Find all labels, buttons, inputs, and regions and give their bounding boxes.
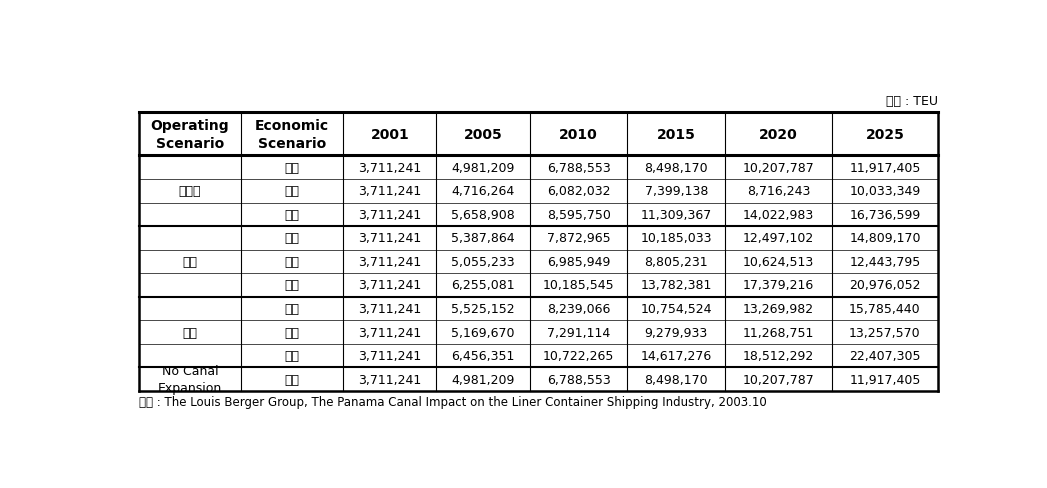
Text: 4,716,264: 4,716,264: [451, 185, 515, 198]
Text: 단위 : TEU: 단위 : TEU: [886, 95, 938, 107]
Text: 14,022,983: 14,022,983: [742, 208, 814, 222]
Text: 11,309,367: 11,309,367: [641, 208, 712, 222]
Text: 14,617,276: 14,617,276: [641, 349, 712, 363]
Text: 2001: 2001: [371, 127, 409, 142]
Text: 14,809,170: 14,809,170: [849, 232, 920, 245]
Text: 13,257,570: 13,257,570: [849, 326, 920, 339]
Text: 7,291,114: 7,291,114: [547, 326, 610, 339]
Text: 비관적: 비관적: [179, 185, 201, 198]
Text: 10,722,265: 10,722,265: [543, 349, 615, 363]
Text: 8,805,231: 8,805,231: [645, 255, 708, 268]
Text: 7,872,965: 7,872,965: [547, 232, 610, 245]
Text: 12,497,102: 12,497,102: [742, 232, 814, 245]
Text: 3,711,241: 3,711,241: [358, 185, 422, 198]
Text: 3,711,241: 3,711,241: [358, 232, 422, 245]
Text: 5,658,908: 5,658,908: [451, 208, 515, 222]
Text: 3,711,241: 3,711,241: [358, 373, 422, 386]
Text: 3,711,241: 3,711,241: [358, 349, 422, 363]
Text: 비관: 비관: [285, 326, 299, 339]
Text: 5,169,670: 5,169,670: [451, 326, 515, 339]
Text: 2015: 2015: [656, 127, 695, 142]
Text: 중간: 중간: [285, 303, 299, 315]
Text: 중간: 중간: [285, 162, 299, 174]
Text: 16,736,599: 16,736,599: [849, 208, 920, 222]
Text: 18,512,292: 18,512,292: [742, 349, 814, 363]
Text: 6,985,949: 6,985,949: [547, 255, 610, 268]
Text: 낙관: 낙관: [285, 279, 299, 292]
Text: 낙관: 낙관: [285, 349, 299, 363]
Text: 10,754,524: 10,754,524: [641, 303, 712, 315]
Text: 11,268,751: 11,268,751: [742, 326, 815, 339]
Text: 중간: 중간: [182, 255, 198, 268]
Text: Economic
Scenario: Economic Scenario: [255, 119, 329, 151]
Text: 6,082,032: 6,082,032: [547, 185, 610, 198]
Text: 자료 : The Louis Berger Group, The Panama Canal Impact on the Liner Container Ship: 자료 : The Louis Berger Group, The Panama …: [139, 395, 766, 408]
Text: 9,279,933: 9,279,933: [645, 326, 708, 339]
Text: 8,498,170: 8,498,170: [645, 373, 708, 386]
Text: 10,033,349: 10,033,349: [849, 185, 920, 198]
Text: 중간: 중간: [285, 232, 299, 245]
Text: 6,456,351: 6,456,351: [451, 349, 515, 363]
Text: 13,782,381: 13,782,381: [641, 279, 712, 292]
Text: 8,716,243: 8,716,243: [747, 185, 810, 198]
Text: 2020: 2020: [759, 127, 798, 142]
Text: 15,785,440: 15,785,440: [849, 303, 920, 315]
Text: 6,788,553: 6,788,553: [547, 373, 610, 386]
Text: 3,711,241: 3,711,241: [358, 208, 422, 222]
Text: 3,711,241: 3,711,241: [358, 326, 422, 339]
Text: 8,239,066: 8,239,066: [547, 303, 610, 315]
Text: 17,379,216: 17,379,216: [742, 279, 814, 292]
Text: 2005: 2005: [464, 127, 503, 142]
Text: 11,917,405: 11,917,405: [849, 162, 920, 174]
Text: 20,976,052: 20,976,052: [849, 279, 920, 292]
Text: 6,255,081: 6,255,081: [451, 279, 515, 292]
Text: 2025: 2025: [866, 127, 905, 142]
Text: 10,624,513: 10,624,513: [742, 255, 814, 268]
Text: 3,711,241: 3,711,241: [358, 255, 422, 268]
Text: 10,207,787: 10,207,787: [742, 373, 815, 386]
Text: 10,185,545: 10,185,545: [542, 279, 615, 292]
Text: 10,207,787: 10,207,787: [742, 162, 815, 174]
Text: 3,711,241: 3,711,241: [358, 279, 422, 292]
Text: 13,269,982: 13,269,982: [742, 303, 814, 315]
Text: 낙관: 낙관: [285, 208, 299, 222]
Text: 3,711,241: 3,711,241: [358, 303, 422, 315]
Text: Operating
Scenario: Operating Scenario: [151, 119, 229, 151]
Text: 비관: 비관: [285, 185, 299, 198]
Text: No Canal
Expansion: No Canal Expansion: [158, 365, 222, 394]
Text: 중간: 중간: [285, 373, 299, 386]
Text: 22,407,305: 22,407,305: [849, 349, 920, 363]
Text: 비관: 비관: [285, 255, 299, 268]
Text: 5,055,233: 5,055,233: [451, 255, 515, 268]
Text: 7,399,138: 7,399,138: [645, 185, 708, 198]
Text: 낙관: 낙관: [182, 326, 198, 339]
Text: 2010: 2010: [559, 127, 598, 142]
Text: 10,185,033: 10,185,033: [641, 232, 712, 245]
Text: 4,981,209: 4,981,209: [451, 373, 515, 386]
Text: 12,443,795: 12,443,795: [849, 255, 920, 268]
Text: 4,981,209: 4,981,209: [451, 162, 515, 174]
Text: 8,498,170: 8,498,170: [645, 162, 708, 174]
Text: 5,525,152: 5,525,152: [451, 303, 515, 315]
Text: 3,711,241: 3,711,241: [358, 162, 422, 174]
Text: 8,595,750: 8,595,750: [547, 208, 610, 222]
Text: 11,917,405: 11,917,405: [849, 373, 920, 386]
Text: 6,788,553: 6,788,553: [547, 162, 610, 174]
Text: 5,387,864: 5,387,864: [451, 232, 515, 245]
